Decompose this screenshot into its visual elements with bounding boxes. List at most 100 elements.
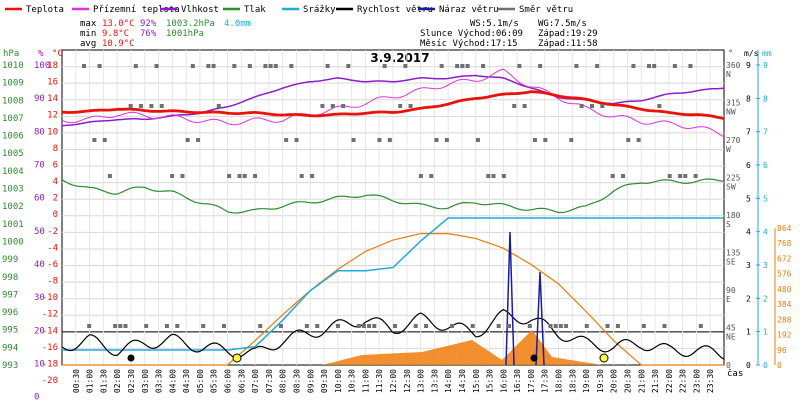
hpa-tick-label: 1003 bbox=[2, 185, 24, 195]
c-tick-label: -16 bbox=[42, 343, 58, 353]
wind-direction-marker bbox=[652, 64, 657, 68]
solar-tick-label: 576 bbox=[777, 270, 792, 279]
time-tick-label: 03:30 bbox=[155, 369, 164, 393]
pct-tick-label: 10 bbox=[34, 359, 45, 369]
wind-direction-marker bbox=[97, 64, 102, 68]
wind-direction-marker bbox=[548, 324, 553, 328]
stats-block: max 13.0°C 92% 1003.2hPa 4.0mm min 9.8°C… bbox=[80, 19, 251, 49]
wind-direction-marker bbox=[289, 64, 294, 68]
dir-tick-label: 270 bbox=[726, 136, 741, 145]
stats-max-hum: 92% bbox=[140, 19, 157, 29]
time-tick-label: 03:00 bbox=[141, 369, 150, 393]
pct-tick-label: 80 bbox=[34, 127, 45, 137]
time-tick-label: 18:00 bbox=[555, 369, 564, 393]
mm-tick-label: 9 bbox=[763, 61, 768, 70]
ms-tick-label: 8 bbox=[746, 94, 751, 103]
wind-direction-marker bbox=[429, 174, 434, 178]
wind-direction-marker bbox=[465, 64, 470, 68]
c-tick-label: -20 bbox=[42, 376, 58, 386]
info-ws: WS:5.1m/s bbox=[470, 19, 519, 29]
time-tick-label: 07:00 bbox=[251, 369, 260, 393]
wind-direction-marker bbox=[206, 64, 211, 68]
wind-direction-marker bbox=[646, 64, 651, 68]
hpa-tick-label: 998 bbox=[2, 273, 18, 283]
wind-direction-marker bbox=[341, 104, 346, 108]
hpa-tick-label: 993 bbox=[2, 361, 18, 371]
wind-direction-marker bbox=[196, 138, 201, 142]
hpa-tick-label: 1002 bbox=[2, 202, 24, 212]
stats-max-label: max bbox=[80, 19, 97, 29]
wind-direction-marker bbox=[310, 174, 315, 178]
ms-tick-label: 6 bbox=[746, 161, 751, 170]
time-tick-label: 08:30 bbox=[292, 369, 301, 393]
wind-direction-marker bbox=[102, 138, 107, 142]
c-tick-label: 16 bbox=[47, 78, 58, 88]
time-tick-label: 10:00 bbox=[334, 369, 343, 393]
wind-direction-marker bbox=[589, 104, 594, 108]
wind-direction-marker bbox=[672, 64, 677, 68]
wind-direction-marker bbox=[123, 324, 128, 328]
wind-direction-marker bbox=[377, 138, 382, 142]
time-tick-label: 09:00 bbox=[306, 369, 315, 393]
solar-tick-label: 288 bbox=[777, 315, 792, 324]
c-tick-label: 10 bbox=[47, 127, 58, 137]
wind-direction-marker bbox=[211, 64, 216, 68]
axis-unit-deg: ° bbox=[728, 49, 733, 59]
pct-tick-label: 60 bbox=[34, 194, 45, 204]
c-tick-label: -18 bbox=[42, 359, 58, 369]
wind-direction-marker bbox=[636, 138, 641, 142]
axis-time-label: čas bbox=[727, 368, 743, 379]
time-tick-label: 14:00 bbox=[444, 369, 453, 393]
wind-direction-marker bbox=[444, 138, 449, 142]
dir-name-label: E bbox=[726, 295, 731, 304]
wind-direction-marker bbox=[564, 324, 569, 328]
c-tick-label: -6 bbox=[47, 260, 58, 270]
wind-direction-marker bbox=[688, 64, 693, 68]
wind-direction-marker bbox=[382, 64, 387, 68]
wind-direction-marker bbox=[299, 174, 304, 178]
c-tick-label: 2 bbox=[53, 194, 58, 204]
mm-tick-label: 0 bbox=[763, 361, 768, 370]
wind-direction-marker bbox=[470, 324, 475, 328]
time-tick-label: 21:30 bbox=[651, 369, 660, 393]
time-tick-label: 21:00 bbox=[637, 369, 646, 393]
wind-direction-marker bbox=[698, 324, 703, 328]
c-tick-label: 18 bbox=[47, 61, 58, 71]
wind-direction-marker bbox=[361, 324, 366, 328]
dir-tick-label: 315 bbox=[726, 99, 741, 108]
c-tick-label: 12 bbox=[47, 111, 58, 121]
time-tick-label: 04:00 bbox=[168, 369, 177, 393]
time-tick-label: 00:30 bbox=[72, 369, 81, 393]
dir-name-label: N bbox=[726, 70, 731, 79]
wind-gust-spike bbox=[535, 271, 545, 366]
wind-direction-marker bbox=[253, 174, 258, 178]
chart-title: 3.9.2017 bbox=[370, 51, 429, 65]
wind-direction-marker bbox=[227, 174, 232, 178]
legend: Teplota Přízemní teplota Vlhkost Tlak Srážky… bbox=[5, 5, 573, 15]
ms-tick-label: 2 bbox=[746, 294, 751, 303]
wind-direction-marker bbox=[164, 324, 169, 328]
time-tick-label: 05:00 bbox=[196, 369, 205, 393]
solar-line bbox=[62, 233, 724, 366]
wind-direction-marker bbox=[481, 64, 486, 68]
info-sun: Slunce Východ:06:09 bbox=[420, 29, 523, 39]
hpa-tick-label: 997 bbox=[2, 290, 18, 300]
c-tick-label: 4 bbox=[53, 177, 58, 187]
wind-direction-marker bbox=[574, 64, 579, 68]
c-tick-label: -4 bbox=[47, 243, 58, 253]
pressure-line bbox=[61, 178, 725, 214]
wind-direction-marker bbox=[455, 64, 460, 68]
time-tick-label: 20:30 bbox=[623, 369, 632, 393]
legend-label: Vlhkost bbox=[181, 5, 219, 15]
sunset-marker bbox=[599, 353, 609, 363]
wind-direction-marker bbox=[496, 324, 501, 328]
wind-direction-marker bbox=[144, 324, 149, 328]
stats-avg-temp: 10.9°C bbox=[102, 39, 135, 49]
time-tick-label: 17:00 bbox=[527, 369, 536, 393]
mm-tick-label: 7 bbox=[763, 128, 768, 137]
ms-tick-label: 7 bbox=[746, 128, 751, 137]
time-tick-label: 19:00 bbox=[582, 369, 591, 393]
time-tick-label: 05:30 bbox=[210, 369, 219, 393]
wind-direction-marker bbox=[242, 174, 247, 178]
wind-direction-marker bbox=[351, 138, 356, 142]
